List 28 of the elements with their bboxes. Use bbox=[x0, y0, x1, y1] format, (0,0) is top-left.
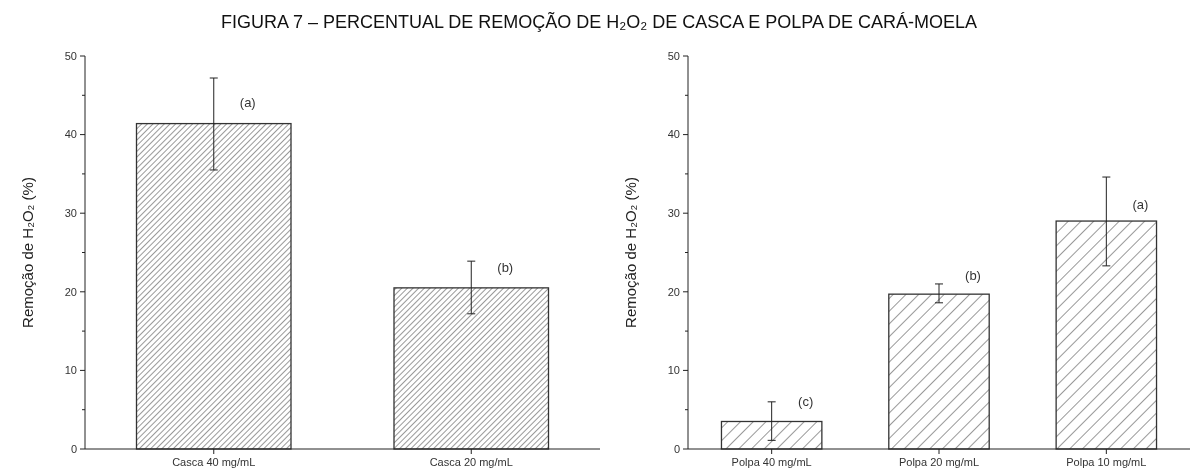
x-tick-label: Polpa 20 mg/mL bbox=[898, 456, 980, 468]
x-tick-label: Casca 20 mg/mL bbox=[429, 456, 513, 468]
y-tick-label: 0 bbox=[70, 442, 77, 455]
annotation: (b) bbox=[965, 268, 981, 284]
annotation: (a) bbox=[239, 95, 256, 111]
bar bbox=[720, 420, 823, 450]
x-tick-label: Polpa 10 mg/mL bbox=[1066, 456, 1147, 468]
x-tick-label: Casca 40 mg/mL bbox=[172, 456, 256, 468]
bar bbox=[1055, 220, 1158, 450]
y-tick-label: 40 bbox=[64, 128, 77, 141]
y-tick-label: 20 bbox=[64, 285, 77, 298]
y-tick-label: 30 bbox=[667, 207, 680, 220]
y-tick-label: 20 bbox=[667, 285, 680, 298]
annotation: (b) bbox=[497, 260, 514, 276]
x-tick-label: Polpa 40 mg/mL bbox=[731, 456, 812, 468]
y-tick-label: 10 bbox=[64, 364, 77, 377]
y-axis-title: Remoção de H₂O₂ (%) bbox=[622, 177, 639, 328]
chart-title: FIGURA 7 – PERCENTUAL DE REMOÇÃO DE H₂O₂ DE CASCA E POLPA DE CARÁ-MOELA bbox=[220, 11, 978, 32]
y-tick-label: 0 bbox=[673, 442, 680, 455]
bar bbox=[888, 293, 990, 450]
y-tick-label: 50 bbox=[64, 49, 77, 62]
y-tick-label: 40 bbox=[667, 128, 680, 141]
y-axis-title: Remoção de H₂O₂ (%) bbox=[19, 177, 36, 328]
annotation: (a) bbox=[1132, 197, 1149, 213]
y-tick-label: 30 bbox=[64, 207, 77, 220]
annotation: (c) bbox=[798, 393, 814, 409]
y-tick-label: 10 bbox=[667, 364, 680, 377]
y-tick-label: 50 bbox=[667, 49, 680, 62]
